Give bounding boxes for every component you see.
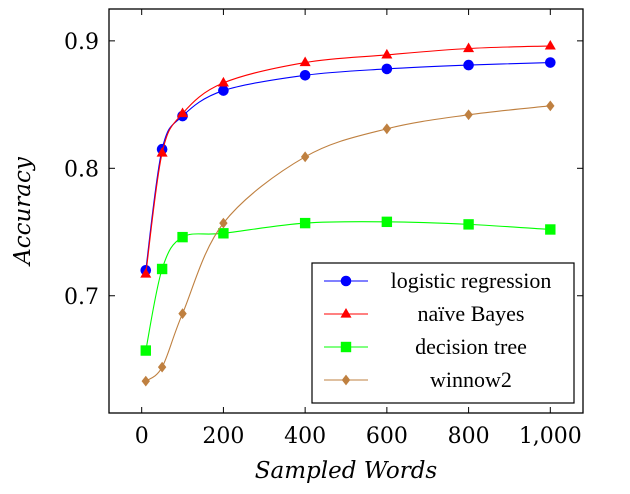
data-point [382,123,392,135]
legend-label: logistic regression [391,268,552,293]
data-point [545,224,556,235]
legend: logistic regression naïve Bayes decision t… [311,262,575,404]
legend-marker [341,374,351,386]
x-tick-label: 1,000 [519,424,582,449]
data-point [177,231,188,243]
series-layer [140,39,556,387]
data-point [177,107,189,118]
data-point [544,39,556,50]
data-point [156,147,168,157]
legend-item: winnow2 [324,367,512,392]
legend-marker [340,341,352,353]
x-tick-label: 400 [284,424,326,449]
data-point [156,263,168,275]
series-winnow2 [141,100,555,387]
legend-item: naïve Bayes [324,301,524,326]
data-point [464,109,473,121]
series-logistic-regression [140,57,556,276]
data-point [219,217,228,229]
data-point [140,345,151,356]
x-tick-label: 800 [448,424,490,449]
legend-label: decision tree [415,334,527,359]
y-tick-label: 0.9 [64,30,99,55]
ticks-layer: 0 200 400 600 800 1,000 0.7 0.8 0.9 [64,9,583,449]
data-point [178,308,187,319]
data-point [463,42,475,53]
plot-frame [108,8,584,414]
data-point [140,268,152,278]
x-axis-title: Sampled Words [255,458,438,484]
data-point [218,228,229,239]
legend-label: winnow2 [430,367,512,392]
data-point [381,63,393,75]
data-point [299,56,311,67]
series-line [145,105,551,382]
x-tick-label: 200 [202,424,244,449]
data-point [300,151,310,163]
legend-marker [340,308,352,318]
series-line [145,61,551,271]
data-point [217,76,229,87]
data-point [546,100,555,112]
legend-marker [340,275,352,287]
x-tick-label: 600 [366,424,408,449]
legend-item: decision tree [324,334,527,359]
y-tick-label: 0.7 [64,285,99,310]
data-point [545,57,556,68]
data-point [299,69,311,81]
data-point [463,219,474,230]
data-point [141,375,150,387]
y-axis-title: Accuracy [10,156,36,267]
series-na-ve-bayes [140,39,556,278]
legend-item: logistic regression [324,268,551,293]
series-line [145,45,551,275]
x-tick-label: 0 [135,424,149,449]
legend-label: naïve Bayes [418,301,525,326]
data-point [463,59,474,71]
data-point [381,216,393,228]
data-point [299,217,311,229]
series-decision-tree [140,216,556,356]
data-point [218,85,229,96]
data-point [381,48,393,59]
data-point [157,361,167,373]
y-tick-label: 0.8 [64,157,99,182]
